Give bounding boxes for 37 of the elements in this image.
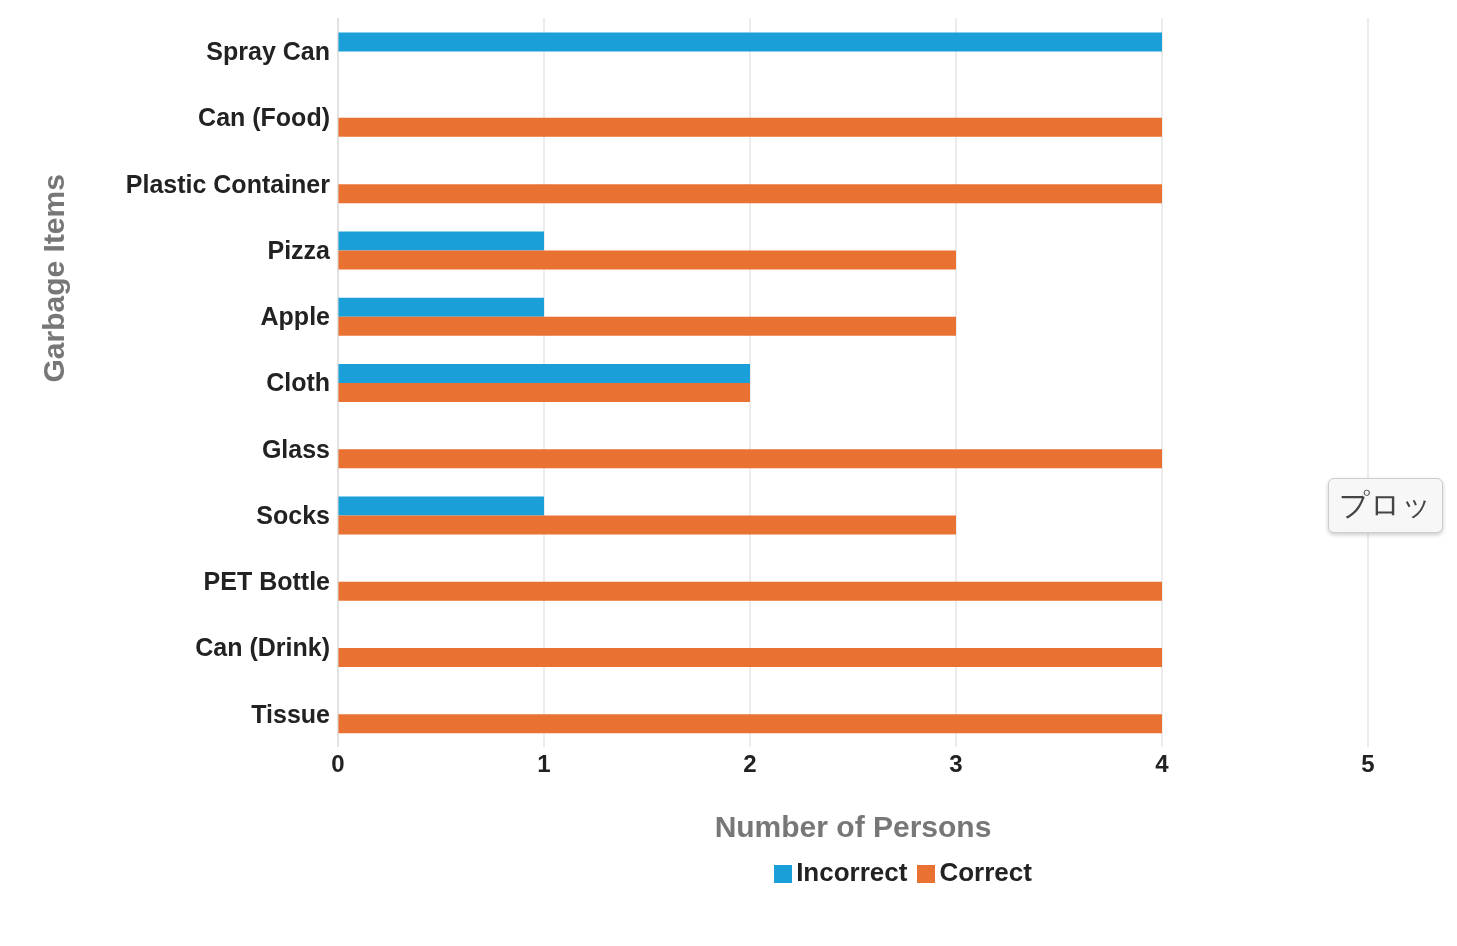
legend-label: Incorrect — [796, 857, 908, 887]
y-tick-label: Apple — [260, 302, 331, 331]
y-tick-label: Tissue — [251, 699, 331, 728]
x-tick-label: 4 — [1155, 750, 1170, 778]
y-axis-title: Garbage Items — [36, 174, 70, 383]
bar — [338, 363, 750, 383]
x-tick-label: 0 — [331, 750, 345, 778]
legend-label: Correct — [939, 857, 1032, 887]
bar — [338, 316, 956, 336]
bar — [338, 231, 544, 251]
bar — [338, 297, 544, 317]
bar — [338, 581, 1162, 601]
x-tick-label: 5 — [1361, 750, 1375, 778]
y-tick-label: Glass — [261, 434, 330, 463]
y-tick-label: PET Bottle — [203, 567, 331, 596]
y-tick-label: Can (Drink) — [195, 633, 330, 662]
x-tick-label: 1 — [537, 750, 551, 778]
y-tick-label: Cloth — [266, 368, 330, 397]
y-tick-label: Socks — [256, 500, 330, 529]
bar — [338, 449, 1162, 469]
x-tick-label: 2 — [743, 750, 757, 778]
bar — [338, 382, 750, 402]
y-tick-label: Plastic Container — [125, 169, 331, 198]
x-tick-label: 3 — [949, 750, 963, 778]
bar — [338, 714, 1162, 734]
bar — [338, 250, 956, 270]
bar — [338, 117, 1162, 137]
x-axis-title: Number of Persons — [714, 810, 992, 843]
bar — [338, 496, 544, 516]
bar — [338, 648, 1162, 668]
bar — [338, 184, 1162, 204]
y-tick-label: Pizza — [267, 235, 332, 264]
bar — [338, 515, 956, 535]
bar — [338, 32, 1162, 52]
annotation: プロッ — [1328, 478, 1443, 533]
y-tick-label: Spray Can — [206, 37, 330, 66]
y-tick-label: Can (Food) — [198, 103, 330, 132]
